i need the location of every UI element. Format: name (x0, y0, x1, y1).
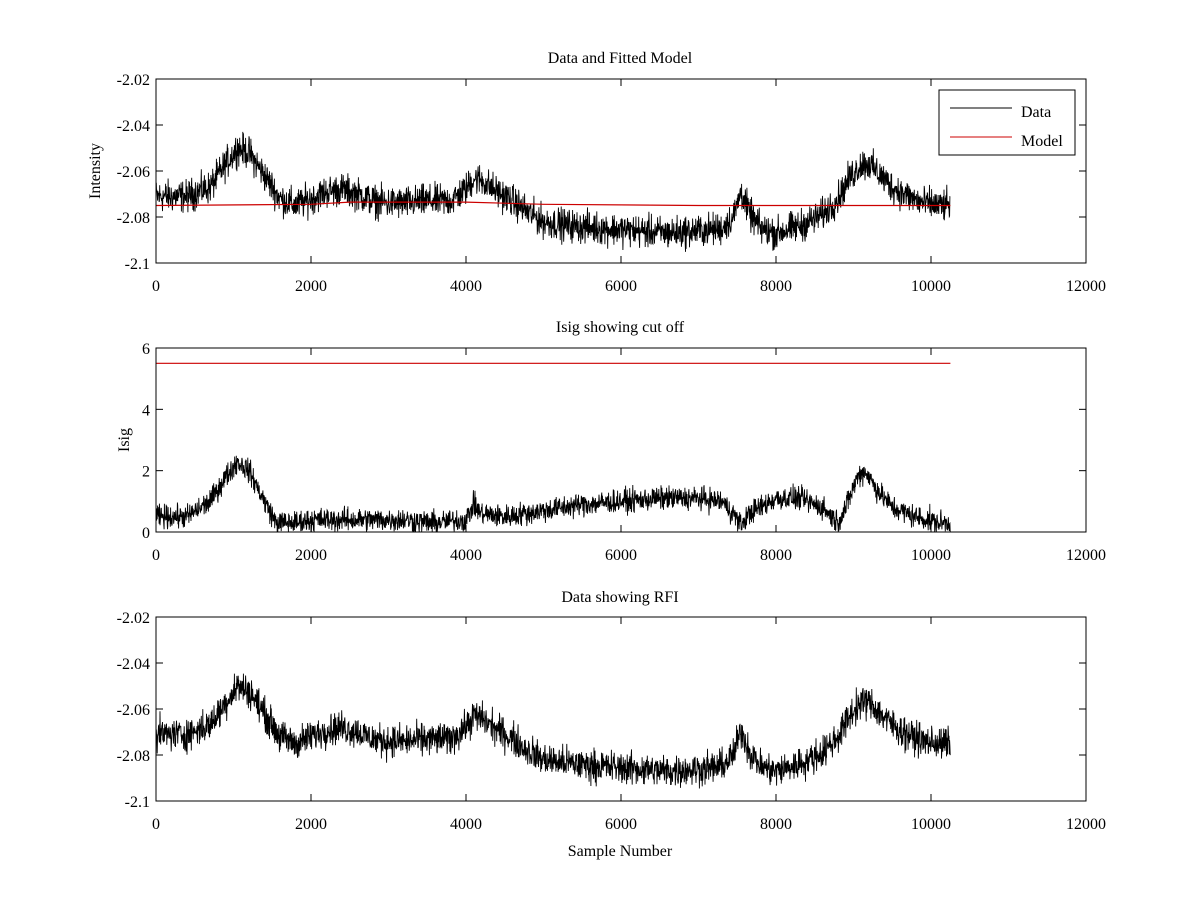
legend-label-data: Data (1021, 104, 1051, 121)
y-tick-label: 6 (142, 341, 150, 358)
series-group-top (156, 131, 951, 252)
x-tick-label: 8000 (760, 816, 792, 833)
x-tick-label: 6000 (605, 547, 637, 564)
x-tick-label: 2000 (295, 816, 327, 833)
series-line-top-data (156, 131, 951, 252)
plot-area-top: 0 2000 4000 6000 8000 10000 12000 -2.1 -2.08 -2.0… (117, 72, 1106, 295)
panel-title-bottom: Data showing RFI (561, 589, 678, 606)
panel-bottom: Data showing RFI Sample Number 0 2000 4000… (117, 589, 1106, 860)
x-tick-label: 4000 (450, 816, 482, 833)
x-tick-label: 8000 (760, 547, 792, 564)
y-tick-label: -2.02 (117, 610, 150, 627)
y-tick-label: -2.08 (117, 748, 150, 765)
x-tick-label: 10000 (911, 816, 951, 833)
y-tick-label: -2.04 (117, 118, 150, 135)
y-tick-label: 0 (142, 525, 150, 542)
x-tick-label: 0 (152, 816, 160, 833)
series-line-top-model (156, 201, 951, 207)
x-tick-label: 8000 (760, 278, 792, 295)
y-tick-label: -2.08 (117, 210, 150, 227)
y-tick-label: -2.06 (117, 164, 150, 181)
legend-label-model: Model (1021, 133, 1063, 150)
x-tick-label: 6000 (605, 816, 637, 833)
y-tick-label: -2.1 (125, 256, 150, 273)
plot-area-middle: 0 2000 4000 6000 8000 10000 12000 0 2 4 6 (142, 341, 1106, 564)
panel-title-top: Data and Fitted Model (548, 50, 693, 67)
x-axis-label-bottom: Sample Number (568, 843, 673, 860)
x-tick-label: 12000 (1066, 816, 1106, 833)
y-axis-label-middle: Isig (116, 428, 133, 452)
y-tick-label: -2.02 (117, 72, 150, 89)
x-tick-label: 6000 (605, 278, 637, 295)
y-tick-label: -2.04 (117, 656, 150, 673)
x-tick-label: 10000 (911, 547, 951, 564)
series-group-bottom (156, 673, 951, 789)
y-tick-label: -2.1 (125, 794, 150, 811)
x-tick-label: 12000 (1066, 278, 1106, 295)
panel-middle: Isig showing cut off Isig 0 2000 4000 6000 8… (116, 319, 1106, 564)
legend: Data Model (938, 89, 1076, 156)
panel-top: Data and Fitted Model Intensity 0 2000 400… (87, 50, 1106, 295)
x-tick-label: 12000 (1066, 547, 1106, 564)
x-tick-label: 4000 (450, 547, 482, 564)
x-tick-label: 4000 (450, 278, 482, 295)
y-axis-label-top: Intensity (87, 143, 104, 199)
x-tick-label: 0 (152, 278, 160, 295)
series-line-bottom-series-0 (156, 673, 951, 789)
y-tick-label: 2 (142, 464, 150, 481)
x-tick-label: 10000 (911, 278, 951, 295)
y-tick-label: -2.06 (117, 702, 150, 719)
panel-title-middle: Isig showing cut off (556, 319, 685, 336)
x-tick-label: 2000 (295, 278, 327, 295)
legend-box (938, 89, 1076, 156)
x-tick-label: 2000 (295, 547, 327, 564)
plot-area-bottom: 0 2000 4000 6000 8000 10000 12000 -2.1 -2.08 -2.0… (117, 610, 1106, 833)
x-tick-label: 0 (152, 547, 160, 564)
y-tick-label: 4 (142, 402, 150, 419)
